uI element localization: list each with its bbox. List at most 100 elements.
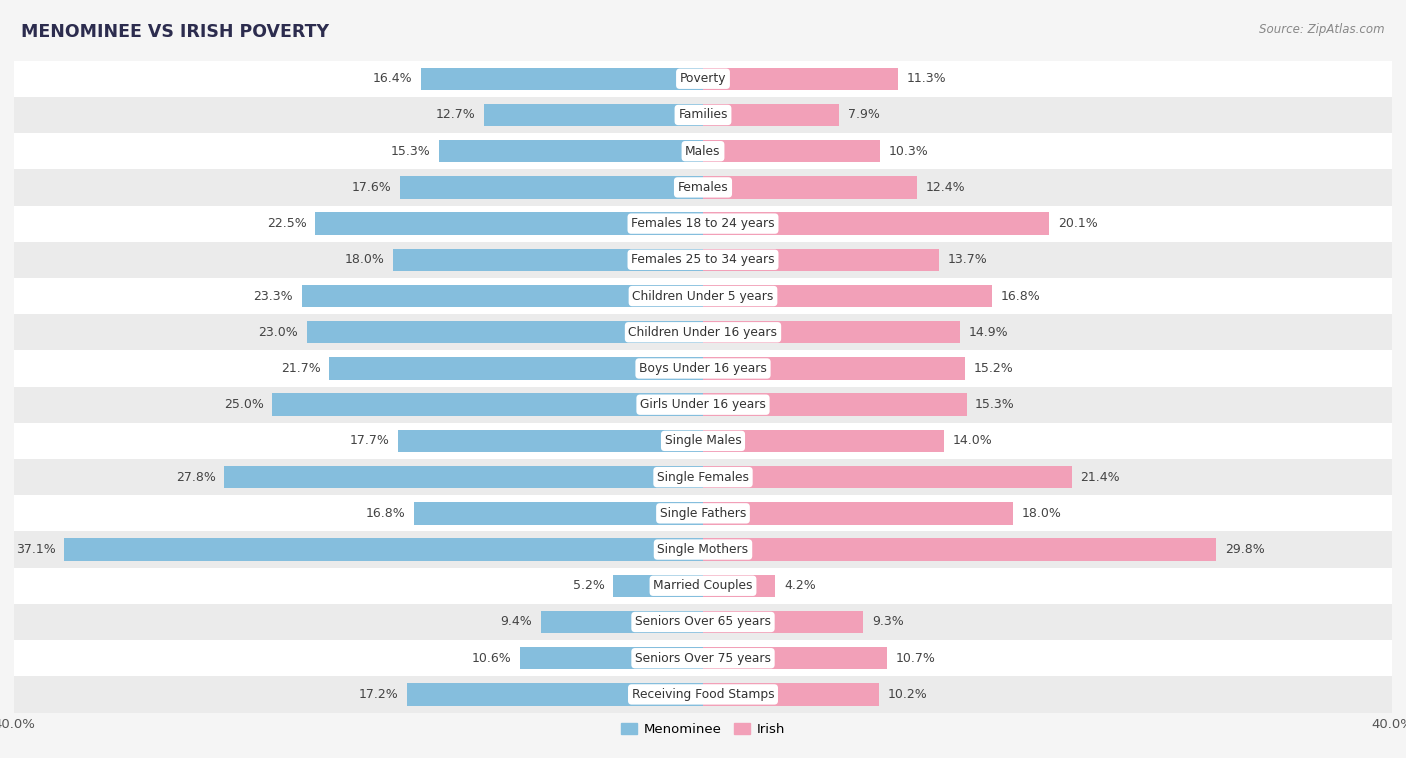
Text: 29.8%: 29.8% <box>1225 543 1264 556</box>
Bar <box>273 393 703 416</box>
Bar <box>329 357 703 380</box>
Bar <box>703 575 775 597</box>
Bar <box>65 538 703 561</box>
Bar <box>14 531 1392 568</box>
Bar <box>406 683 703 706</box>
Text: Receiving Food Stamps: Receiving Food Stamps <box>631 688 775 701</box>
Text: 9.4%: 9.4% <box>501 615 533 628</box>
Text: 27.8%: 27.8% <box>176 471 215 484</box>
Text: Boys Under 16 years: Boys Under 16 years <box>640 362 766 375</box>
Bar <box>14 495 1392 531</box>
Bar <box>307 321 703 343</box>
Text: 22.5%: 22.5% <box>267 217 307 230</box>
Bar <box>14 387 1392 423</box>
Text: 37.1%: 37.1% <box>15 543 55 556</box>
Text: Females 18 to 24 years: Females 18 to 24 years <box>631 217 775 230</box>
Bar <box>420 67 703 90</box>
Text: Males: Males <box>685 145 721 158</box>
Text: 16.8%: 16.8% <box>1001 290 1040 302</box>
Bar <box>14 278 1392 314</box>
Text: Married Couples: Married Couples <box>654 579 752 592</box>
Text: 14.0%: 14.0% <box>953 434 993 447</box>
Bar <box>413 502 703 525</box>
Text: 11.3%: 11.3% <box>907 72 946 85</box>
Text: Females 25 to 34 years: Females 25 to 34 years <box>631 253 775 266</box>
Bar <box>703 176 917 199</box>
Bar <box>703 140 880 162</box>
Text: 18.0%: 18.0% <box>1022 507 1062 520</box>
Text: 17.7%: 17.7% <box>350 434 389 447</box>
Bar <box>703 67 897 90</box>
Text: Children Under 5 years: Children Under 5 years <box>633 290 773 302</box>
Text: 7.9%: 7.9% <box>848 108 880 121</box>
Text: 10.2%: 10.2% <box>887 688 927 701</box>
Bar <box>14 676 1392 713</box>
Bar <box>703 212 1049 235</box>
Bar <box>703 104 839 126</box>
Text: Families: Families <box>678 108 728 121</box>
Bar <box>14 242 1392 278</box>
Text: Poverty: Poverty <box>679 72 727 85</box>
Text: MENOMINEE VS IRISH POVERTY: MENOMINEE VS IRISH POVERTY <box>21 23 329 41</box>
Text: 15.2%: 15.2% <box>973 362 1014 375</box>
Bar <box>14 314 1392 350</box>
Text: 15.3%: 15.3% <box>391 145 430 158</box>
Text: 13.7%: 13.7% <box>948 253 987 266</box>
Bar <box>398 430 703 452</box>
Text: Single Males: Single Males <box>665 434 741 447</box>
Text: 25.0%: 25.0% <box>224 398 264 411</box>
Bar <box>14 97 1392 133</box>
Bar <box>392 249 703 271</box>
Text: 10.3%: 10.3% <box>889 145 929 158</box>
Text: 20.1%: 20.1% <box>1057 217 1098 230</box>
Text: 18.0%: 18.0% <box>344 253 384 266</box>
Text: 16.8%: 16.8% <box>366 507 405 520</box>
Text: Single Females: Single Females <box>657 471 749 484</box>
Text: 12.7%: 12.7% <box>436 108 475 121</box>
Text: 10.7%: 10.7% <box>896 652 936 665</box>
Bar <box>484 104 703 126</box>
Bar <box>541 611 703 633</box>
Bar <box>703 683 879 706</box>
Bar <box>14 205 1392 242</box>
Text: 17.6%: 17.6% <box>352 181 391 194</box>
Bar <box>14 61 1392 97</box>
Text: 21.7%: 21.7% <box>281 362 321 375</box>
Bar <box>14 604 1392 640</box>
Text: 21.4%: 21.4% <box>1080 471 1119 484</box>
Text: 16.4%: 16.4% <box>373 72 412 85</box>
Text: Children Under 16 years: Children Under 16 years <box>628 326 778 339</box>
Bar <box>703 647 887 669</box>
Bar <box>440 140 703 162</box>
Text: 12.4%: 12.4% <box>925 181 965 194</box>
Text: Seniors Over 65 years: Seniors Over 65 years <box>636 615 770 628</box>
Text: 5.2%: 5.2% <box>574 579 605 592</box>
Bar <box>399 176 703 199</box>
Text: 9.3%: 9.3% <box>872 615 904 628</box>
Bar <box>703 502 1012 525</box>
Text: 14.9%: 14.9% <box>969 326 1008 339</box>
Bar <box>14 640 1392 676</box>
Bar <box>302 285 703 307</box>
Bar <box>14 350 1392 387</box>
Text: 15.3%: 15.3% <box>976 398 1015 411</box>
Bar <box>703 466 1071 488</box>
Text: 4.2%: 4.2% <box>785 579 815 592</box>
Legend: Menominee, Irish: Menominee, Irish <box>616 718 790 742</box>
Text: Single Mothers: Single Mothers <box>658 543 748 556</box>
Bar <box>703 321 960 343</box>
Bar <box>703 611 863 633</box>
Bar <box>703 285 993 307</box>
Bar <box>315 212 703 235</box>
Bar <box>224 466 703 488</box>
Text: Females: Females <box>678 181 728 194</box>
Bar <box>520 647 703 669</box>
Text: Single Fathers: Single Fathers <box>659 507 747 520</box>
Text: 10.6%: 10.6% <box>472 652 512 665</box>
Bar <box>14 568 1392 604</box>
Bar <box>14 423 1392 459</box>
Text: 17.2%: 17.2% <box>359 688 398 701</box>
Text: 23.0%: 23.0% <box>259 326 298 339</box>
Bar <box>14 169 1392 205</box>
Bar <box>14 459 1392 495</box>
